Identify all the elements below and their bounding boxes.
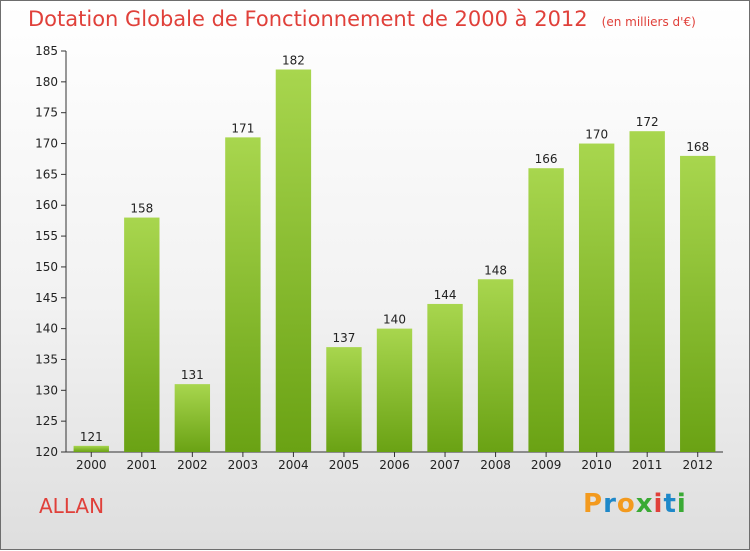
- y-tick-label: 165: [35, 167, 58, 181]
- bar: [174, 384, 211, 452]
- x-tick-label: 2010: [581, 458, 612, 472]
- y-tick-label: 185: [35, 44, 58, 58]
- bar: [275, 69, 312, 452]
- bar-value-label: 172: [636, 115, 659, 129]
- logo-letter: P: [583, 489, 604, 519]
- y-tick-label: 160: [35, 198, 58, 212]
- bar: [528, 168, 564, 452]
- bar-value-label: 182: [282, 54, 305, 68]
- bar: [124, 217, 160, 452]
- y-tick-label: 180: [35, 75, 58, 89]
- x-tick-label: 2002: [177, 458, 208, 472]
- x-tick-label: 2006: [379, 458, 410, 472]
- y-tick-label: 170: [35, 137, 58, 151]
- logo-letter: i: [676, 489, 687, 519]
- logo-letter: o: [616, 489, 636, 519]
- location-label: ALLAN: [39, 494, 105, 518]
- x-tick-label: 2003: [228, 458, 259, 472]
- bar: [477, 279, 514, 452]
- bar: [680, 155, 716, 452]
- bar-value-label: 144: [434, 288, 457, 302]
- chart-title-text: Dotation Globale de Fonctionnement de 20…: [28, 7, 588, 31]
- y-tick-label: 135: [35, 352, 58, 366]
- x-tick-label: 2012: [682, 458, 713, 472]
- x-tick-label: 2009: [531, 458, 562, 472]
- x-tick-label: 2011: [632, 458, 663, 472]
- bar-value-label: 140: [383, 313, 406, 327]
- bar: [629, 131, 665, 452]
- x-tick-label: 2005: [329, 458, 360, 472]
- chart-title: Dotation Globale de Fonctionnement de 20…: [28, 7, 696, 31]
- bar-value-label: 137: [333, 331, 356, 345]
- y-tick-label: 150: [35, 260, 58, 274]
- y-tick-label: 130: [35, 383, 58, 397]
- proxiti-logo: Proxiti: [583, 489, 687, 519]
- y-tick-label: 155: [35, 229, 58, 243]
- logo-letter: x: [635, 489, 654, 519]
- x-tick-label: 2007: [430, 458, 461, 472]
- bar-value-label: 166: [535, 152, 558, 166]
- bar: [326, 347, 362, 452]
- bar: [225, 137, 261, 452]
- x-tick-label: 2001: [127, 458, 158, 472]
- x-tick-label: 2004: [278, 458, 309, 472]
- y-tick-label: 145: [35, 291, 58, 305]
- y-tick-label: 140: [35, 322, 58, 336]
- bar: [427, 303, 463, 452]
- bar-value-label: 131: [181, 368, 204, 382]
- logo-letter: r: [603, 489, 617, 519]
- bar-value-label: 121: [80, 430, 103, 444]
- chart-subtitle: (en milliers d'€): [601, 15, 696, 29]
- y-tick-label: 125: [35, 414, 58, 428]
- x-tick-label: 2008: [480, 458, 511, 472]
- bar: [376, 328, 413, 452]
- bar-value-label: 168: [686, 140, 709, 154]
- bar-value-label: 148: [484, 263, 507, 277]
- y-tick-label: 120: [35, 445, 58, 459]
- logo-letter: t: [663, 489, 677, 519]
- x-tick-label: 2000: [76, 458, 107, 472]
- bar-value-label: 171: [231, 121, 254, 135]
- bar-value-label: 170: [585, 128, 608, 142]
- bar-value-label: 158: [130, 202, 153, 216]
- bar: [578, 143, 615, 453]
- logo-letter: i: [653, 489, 664, 519]
- bar: [73, 445, 109, 452]
- y-tick-label: 175: [35, 106, 58, 120]
